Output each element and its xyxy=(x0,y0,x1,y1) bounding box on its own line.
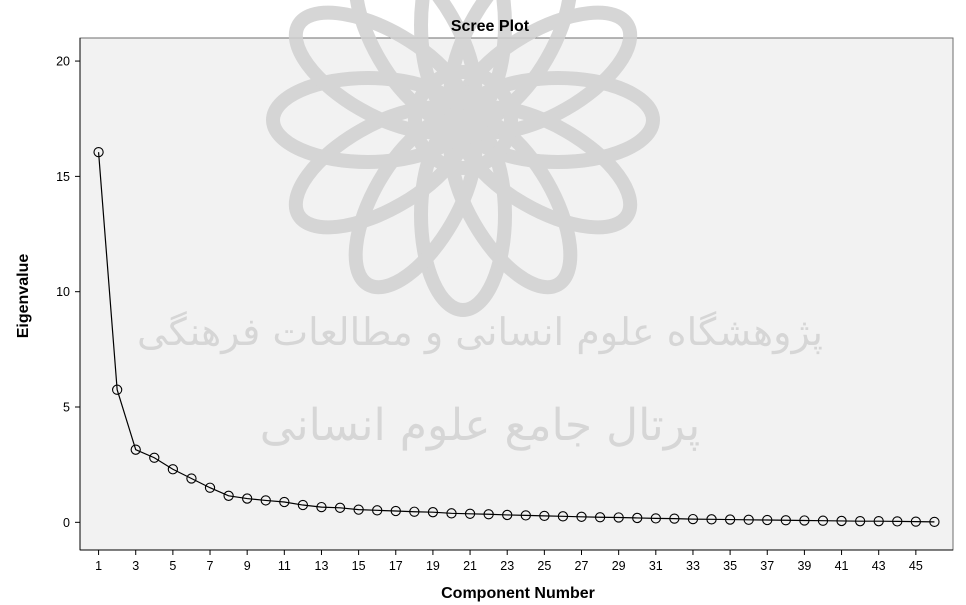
x-tick-label: 45 xyxy=(909,559,923,573)
watermark-petal xyxy=(348,0,483,130)
y-tick-label: 15 xyxy=(56,170,70,184)
x-axis-label: Component Number xyxy=(441,585,595,602)
data-point xyxy=(539,510,550,522)
data-point xyxy=(780,515,791,526)
data-point xyxy=(353,504,364,515)
y-axis-label: Eigenvalue xyxy=(15,254,32,339)
x-tick-label: 29 xyxy=(612,559,626,573)
data-point xyxy=(854,516,866,527)
x-tick-label: 7 xyxy=(207,559,214,573)
chart-title: Scree Plot xyxy=(451,18,530,35)
data-point xyxy=(334,502,346,513)
data-point xyxy=(669,513,680,524)
x-tick-label: 27 xyxy=(575,559,589,573)
data-point xyxy=(446,508,457,519)
data-point xyxy=(260,495,271,506)
data-point xyxy=(427,507,439,518)
x-tick-label: 11 xyxy=(278,559,291,573)
data-point xyxy=(632,512,643,524)
data-point xyxy=(762,514,773,526)
y-axis-ticks: 0 5 10 15 20 xyxy=(56,55,80,530)
data-point xyxy=(93,147,104,158)
data-point xyxy=(204,482,216,493)
data-point xyxy=(464,508,476,519)
data-point xyxy=(743,514,754,525)
y-tick-label: 0 xyxy=(63,516,70,530)
x-tick-label: 3 xyxy=(132,559,139,573)
data-point xyxy=(650,513,661,524)
data-point xyxy=(279,496,290,508)
x-tick-label: 33 xyxy=(686,559,700,573)
y-tick-label: 20 xyxy=(56,55,70,69)
data-point xyxy=(297,499,309,511)
data-point xyxy=(799,515,810,526)
data-point xyxy=(372,505,383,516)
x-tick-label: 17 xyxy=(389,559,403,573)
x-tick-label: 13 xyxy=(315,559,329,573)
x-tick-label: 19 xyxy=(426,559,440,573)
data-point xyxy=(130,444,141,455)
y-tick-label: 5 xyxy=(63,401,70,415)
data-point xyxy=(892,516,903,527)
data-point xyxy=(520,510,531,521)
data-point xyxy=(576,511,587,522)
watermark-center xyxy=(408,65,518,175)
data-point xyxy=(111,384,123,395)
x-tick-label: 39 xyxy=(797,559,811,573)
x-tick-label: 43 xyxy=(872,559,886,573)
x-tick-label: 23 xyxy=(500,559,514,573)
data-point xyxy=(242,493,253,504)
data-point xyxy=(223,490,234,501)
data-point xyxy=(613,512,624,523)
data-point xyxy=(836,515,847,527)
x-axis-ticks: 1 3 5 7 9 11 13 15 17 19 21 23 25 27 29 31 33 35 37 39 41 43 4… xyxy=(95,550,923,573)
data-point xyxy=(316,501,327,513)
data-point xyxy=(929,516,940,528)
data-point xyxy=(817,515,829,526)
eigenvalue-points xyxy=(93,147,940,528)
x-tick-label: 41 xyxy=(835,559,849,573)
data-point xyxy=(167,464,179,475)
watermark-line-2: پرتال جامع علوم انسانی xyxy=(260,400,701,451)
x-tick-label: 35 xyxy=(723,559,737,573)
data-point xyxy=(594,512,606,523)
data-point xyxy=(409,506,420,517)
x-tick-label: 15 xyxy=(352,559,366,573)
data-point xyxy=(186,473,197,484)
data-point xyxy=(557,511,569,522)
x-tick-label: 31 xyxy=(649,559,663,573)
data-point xyxy=(483,509,494,520)
eigenvalue-line xyxy=(97,152,935,523)
x-tick-label: 25 xyxy=(537,559,551,573)
x-tick-label: 5 xyxy=(169,559,176,573)
data-point xyxy=(910,516,922,527)
data-point xyxy=(390,505,401,517)
data-point xyxy=(724,514,736,525)
data-point xyxy=(706,514,717,525)
data-point xyxy=(149,452,160,463)
data-point xyxy=(687,513,699,525)
watermark-line-1: پژوهشگاه علوم انسانی و مطالعات فرهنگی xyxy=(137,310,823,355)
x-tick-label: 9 xyxy=(244,559,251,573)
x-tick-label: 21 xyxy=(463,559,477,573)
y-tick-label: 10 xyxy=(56,285,70,299)
data-point xyxy=(873,516,884,527)
x-tick-label: 1 xyxy=(95,559,102,573)
data-point xyxy=(502,509,513,521)
x-tick-label: 37 xyxy=(760,559,774,573)
